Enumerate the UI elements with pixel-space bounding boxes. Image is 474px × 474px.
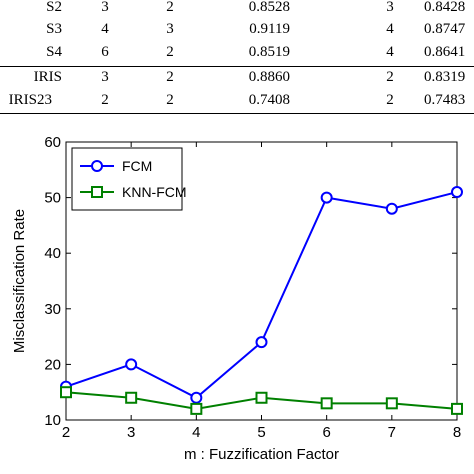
table-cell-dataset: S3 [46, 21, 62, 37]
table-row: IRIS23 2 2 0.7408 2 0.7483 [0, 89, 474, 112]
x-tick-label: 2 [62, 424, 70, 441]
data-point [255, 336, 268, 349]
series-layer [60, 186, 463, 415]
legend-label: FCM [122, 158, 152, 174]
table-cell: 2 [166, 69, 174, 85]
table-cell: 0.8519 [248, 44, 290, 60]
table-cell: 2 [386, 92, 394, 108]
table-cell: 0.8860 [248, 69, 290, 85]
data-point [125, 391, 138, 404]
legend-marker [91, 160, 103, 172]
legend-box [71, 147, 183, 211]
data-point [125, 358, 138, 371]
legend-label: KNN-FCM [122, 184, 187, 200]
y-tick-label: 60 [44, 134, 61, 151]
y-tick-label: 20 [44, 356, 61, 373]
legend-item: FCM [80, 158, 152, 174]
x-tick-label: 5 [257, 424, 265, 441]
table-rule [0, 113, 474, 114]
table-cell: 2 [101, 92, 109, 108]
y-tick-label: 50 [44, 190, 61, 207]
data-point [451, 186, 463, 199]
table-cell: 0.8528 [248, 0, 290, 15]
table-cell: 2 [166, 92, 174, 108]
legend-marker [91, 186, 103, 198]
table-cell: 2 [166, 44, 174, 60]
table-cell-dataset: S2 [46, 0, 62, 15]
data-point [385, 202, 398, 215]
table-cell: 4 [386, 21, 394, 37]
chart-legend: FCM KNN-FCM [71, 147, 187, 211]
table-cell: 3 [166, 21, 174, 37]
table-row: S2 3 2 0.8528 3 0.8428 [0, 0, 474, 19]
x-tick-label: 7 [388, 424, 396, 441]
table-cell: 0.7483 [424, 92, 466, 108]
x-tick-label: 8 [453, 424, 461, 441]
table-cell: 0.9119 [249, 21, 290, 37]
data-point [320, 397, 333, 410]
legend-item: KNN-FCM [80, 184, 187, 200]
axis-ticks [65, 141, 458, 421]
table-cell: 0.8428 [424, 0, 466, 15]
table-cell: 0.8747 [424, 21, 466, 37]
x-tick-label: 4 [192, 424, 200, 441]
table-cell-dataset: IRIS [33, 69, 62, 85]
x-tick-label: 3 [127, 424, 135, 441]
table-row: S4 6 2 0.8519 4 0.8641 [0, 41, 474, 64]
series-knn-fcm [60, 386, 463, 415]
table-cell: 3 [386, 0, 394, 15]
data-point [320, 191, 333, 204]
table-cell: 2 [166, 0, 174, 15]
table-cell: 3 [101, 0, 109, 15]
data-point [190, 391, 203, 404]
y-tick-label: 30 [44, 301, 61, 318]
x-axis-label: m : Fuzzification Factor [184, 446, 339, 463]
data-point [255, 391, 268, 404]
x-tick-label: 6 [322, 424, 330, 441]
table-cell: 0.8319 [424, 69, 466, 85]
table-cell: 6 [101, 44, 109, 60]
table-cell: 4 [101, 21, 109, 37]
table-row: S3 4 3 0.9119 4 0.8747 [0, 18, 474, 41]
table-cell: 0.7408 [248, 92, 290, 108]
data-point [190, 402, 203, 415]
table-cell: 2 [386, 69, 394, 85]
table-cell-dataset: IRIS23 [8, 92, 52, 108]
results-table: S2 3 2 0.8528 3 0.8428 S3 4 3 0.9119 4 0… [0, 0, 474, 118]
data-point [385, 397, 398, 410]
table-cell: 3 [101, 69, 109, 85]
y-tick-label: 10 [44, 412, 61, 429]
table-rule [0, 66, 474, 67]
table-cell: 0.8641 [424, 44, 466, 60]
data-point [451, 402, 463, 415]
table-cell: 4 [386, 44, 394, 60]
table-cell-dataset: S4 [46, 44, 62, 60]
y-tick-label: 40 [44, 245, 61, 262]
axis-tick-labels: 2 3 4 5 6 7 8 10 20 30 40 50 60 [44, 134, 461, 441]
table-row: IRIS 3 2 0.8860 2 0.8319 [0, 66, 474, 89]
data-point [60, 386, 72, 399]
y-axis-label: Misclassification Rate [11, 209, 28, 353]
